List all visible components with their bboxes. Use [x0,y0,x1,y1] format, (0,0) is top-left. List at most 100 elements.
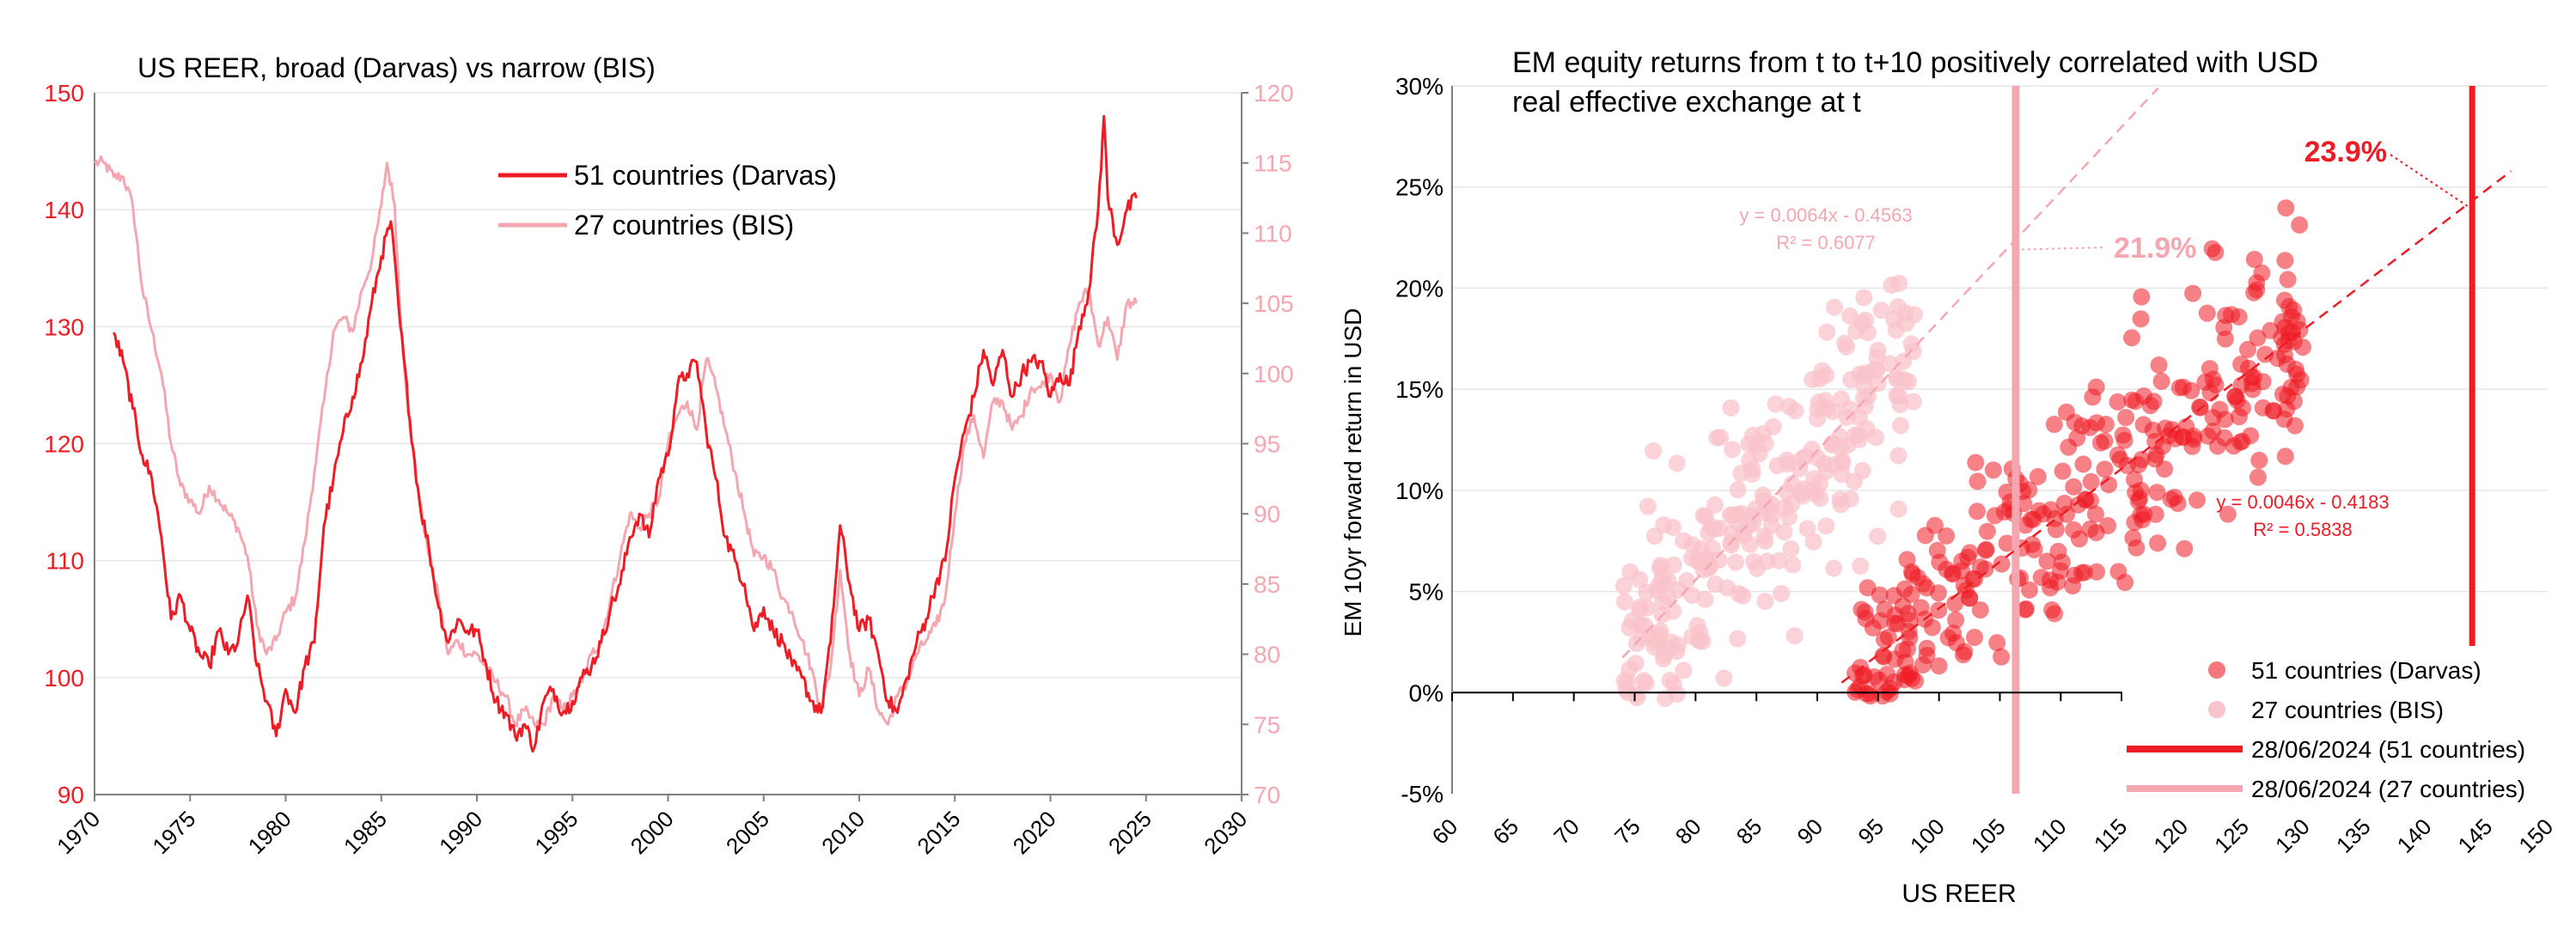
right-legend: 51 countries (Darvas) 27 countries (BIS)… [2122,646,2552,809]
scatter-point-bis [1758,552,1776,570]
scatter-point-bis [1729,630,1747,648]
legend-marker-darvas [2208,661,2225,679]
scatter-point-darvas [1956,643,1974,661]
scatter-point-darvas [2152,372,2170,390]
leader-21-9 [2015,247,2106,251]
scatter-point-darvas [2211,400,2229,418]
scatter-point-bis [1841,490,1859,508]
scatter-point-darvas [2071,530,2088,548]
scatter-point-bis [1833,452,1851,470]
scatter-point-bis [1661,672,1679,689]
scatter-point-darvas [2188,491,2206,509]
scatter-point-darvas [1976,560,1994,578]
scatter-point-darvas [1998,534,2016,552]
left-y2-tick-label: 110 [1254,220,1292,247]
scatter-point-darvas [2047,521,2065,539]
scatter-point-darvas [1856,603,1874,621]
right-x-tick-label: 80 [1670,813,1706,850]
scatter-point-darvas [2176,539,2194,557]
left-y2-tick-label: 70 [1254,782,1280,808]
left-x-tick-label: 2010 [816,806,870,859]
scatter-point-bis [1816,392,1834,410]
scatter-point-darvas [2025,541,2043,558]
right-y-tick-label: 25% [1395,174,1444,201]
scatter-point-bis [1689,553,1707,571]
scatter-point-bis [1683,587,1701,605]
left-y-tick-label: 150 [44,80,84,107]
legend-label-vline-darvas: 28/06/2024 (51 countries) [2251,736,2525,763]
scatter-point-darvas [2058,505,2076,523]
scatter-point-bis [1615,577,1633,594]
scatter-point-darvas [2096,432,2114,450]
scatter-point-darvas [2201,360,2219,378]
scatter-point-darvas [2100,476,2118,494]
right-chart-title-line-1: EM equity returns from t to t+10 positiv… [1512,46,2318,79]
scatter-point-darvas [2081,418,2099,436]
scatter-point-darvas [2292,371,2310,389]
scatter-point-darvas [1969,472,1987,490]
legend-label-bis: 27 countries (BIS) [574,210,794,241]
scatter-point-darvas [2201,384,2219,402]
scatter-point-darvas [1971,601,1989,619]
right-x-tick-label: 70 [1548,813,1584,850]
scatter-point-bis [1756,532,1774,550]
left-y2-tick-label: 90 [1254,501,1280,527]
scatter-point-bis [1621,563,1639,581]
scatter-point-darvas [2054,462,2072,480]
right-x-tick-label: 120 [2148,813,2193,858]
scatter-point-darvas [1988,634,2006,652]
scatter-point-darvas [2248,281,2266,299]
scatter-point-bis [1895,352,1913,370]
scatter-point-bis [1729,481,1747,499]
scatter-point-darvas [1993,648,2011,666]
scatter-point-darvas [2219,505,2237,523]
scatter-point-darvas [2017,516,2035,534]
trendline-darvas [1840,170,2512,684]
scatter-point-darvas [2264,402,2282,420]
left-x-tick-label: 2015 [912,806,965,859]
scatter-point-darvas [2279,387,2297,405]
right-y-axis-label: EM 10yr forward return in USD [1340,308,1366,637]
scatter-point-darvas [2291,216,2309,234]
scatter-point-bis [1823,435,1841,453]
scatter-point-darvas [1993,555,2011,573]
right-y-tick-label: -5% [1401,781,1444,807]
scatter-point-darvas [2182,381,2201,399]
right-y-tick-label: 5% [1409,579,1444,606]
scatter-point-darvas [1957,582,1975,600]
scatter-point-bis [1655,646,1673,664]
scatter-point-bis [1811,474,1829,492]
scatter-point-darvas [2228,392,2246,409]
right-x-tick-label: 110 [2028,813,2072,857]
left-y-tick-label: 110 [46,548,84,575]
scatter-point-bis [1869,341,1887,359]
scatter-point-bis [1668,454,1686,472]
scatter-point-darvas [1923,618,1941,637]
scatter-point-darvas [1885,587,1903,605]
scatter-point-darvas [2109,393,2127,411]
leader-23-9 [2390,154,2473,210]
scatter-point-darvas [2111,450,2129,468]
scatter-point-darvas [2256,345,2274,363]
scatter-point-darvas [2242,427,2260,445]
left-y-left-tick-labels: 90 100 110 120 130 140 150 [44,80,84,808]
right-x-tick-label: 65 [1487,813,1523,850]
scatter-point-darvas [2250,451,2268,469]
trendline-bis-equation: y = 0.0064x - 0.4563 [1739,204,1912,226]
scatter-point-bis [1662,633,1680,651]
scatter-point-bis [1854,389,1872,407]
left-x-tick-label: 1975 [147,806,200,859]
scatter-point-bis [1869,375,1887,393]
scatter-point-darvas [2276,448,2294,466]
scatter-point-darvas [2088,563,2106,581]
scatter-point-bis [1645,527,1663,545]
scatter-point-bis [1718,579,1737,597]
left-x-tick-label: 1985 [339,806,392,859]
scatter-point-bis [1859,324,1877,342]
right-x-tick-label: 125 [2209,813,2254,858]
scatter-point-bis [1755,491,1773,509]
scatter-point-darvas [2275,346,2293,364]
scatter-point-bis [1825,559,1843,577]
